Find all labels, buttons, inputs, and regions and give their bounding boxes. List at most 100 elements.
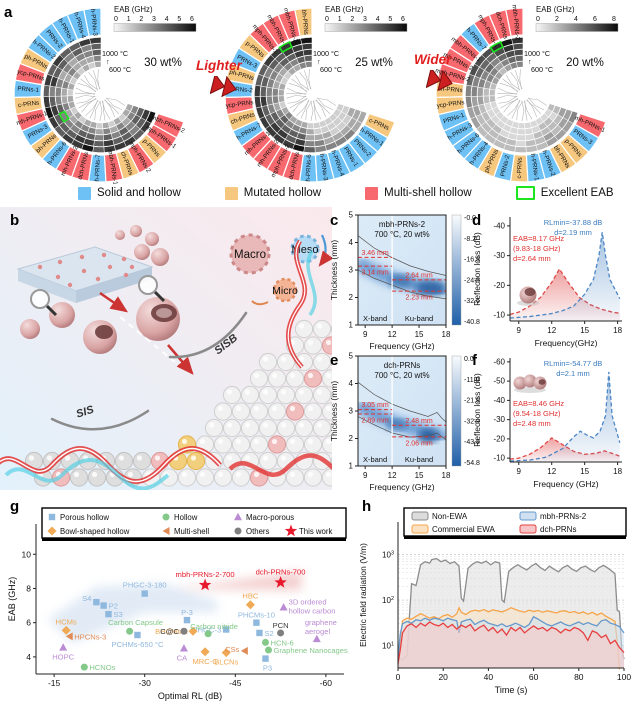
svg-text:15: 15	[415, 330, 424, 339]
magnifier-icon	[30, 289, 50, 309]
svg-text:bh-PRNs: bh-PRNs	[300, 10, 309, 36]
svg-text:-21.9: -21.9	[464, 398, 480, 405]
svg-text:d=2.19 mm: d=2.19 mm	[554, 228, 592, 237]
svg-text:PHGC-3-180: PHGC-3-180	[123, 581, 167, 590]
svg-text:(9.83-18 GHz): (9.83-18 GHz)	[513, 244, 561, 253]
rl-heatmap-svg: 3.05 mm 2.89 mm 2.48 mm 2.06 mm dch-PRNs700 …	[329, 352, 480, 493]
svg-text:C@C: C@C	[160, 627, 179, 636]
polar-chart-20wt: mbh-PRNs-2 dch-PRNs mph-PRNs-1 h-PRNs-7 mbh-…	[422, 0, 633, 184]
svg-text:h-PRNs-7: h-PRNs-7	[94, 154, 102, 182]
svg-text:ch-PRNs: ch-PRNs	[438, 85, 463, 94]
svg-text:3.14 mm: 3.14 mm	[361, 270, 388, 277]
svg-text:c-PRNs: c-PRNs	[18, 100, 40, 110]
svg-text:0: 0	[536, 16, 540, 23]
svg-text:0.0: 0.0	[464, 356, 474, 363]
svg-text:4: 4	[376, 16, 380, 23]
svg-text:EAB (GHz): EAB (GHz)	[536, 5, 575, 14]
svg-text:S3: S3	[113, 610, 122, 619]
panel-label-b: b	[10, 212, 20, 229]
svg-text:6: 6	[190, 16, 194, 23]
svg-text:d=2.64 mm: d=2.64 mm	[513, 254, 551, 263]
svg-text:Macro-porous: Macro-porous	[246, 513, 294, 522]
svg-text:mbh-PRNs-2: mbh-PRNs-2	[540, 512, 587, 521]
rl-heatmap-svg: 3.46 mm 3.14 mm 2.64 mm 2.23 mm mbh-PRNs-270…	[329, 211, 480, 352]
svg-text:-10: -10	[493, 311, 505, 320]
svg-text:mbh-PRNs-2-700: mbh-PRNs-2-700	[176, 570, 235, 579]
svg-text:Reflection loss (dB): Reflection loss (dB)	[472, 373, 482, 447]
svg-text:↑: ↑	[317, 57, 321, 66]
svg-text:hollow carbon: hollow carbon	[289, 606, 336, 615]
svg-text:-40: -40	[493, 396, 505, 405]
orange-swatch-icon	[224, 186, 238, 200]
svg-text:mbh-PRNs-2: mbh-PRNs-2	[379, 220, 426, 229]
svg-text:12: 12	[388, 471, 397, 480]
svg-text:3.46 mm: 3.46 mm	[361, 250, 388, 257]
svg-text:-10: -10	[493, 454, 505, 463]
polar-heat-svg: h-PRNs-3h-PRNs-4h-PRNs-1PRNs-2h-PRNs-2ph…	[13, 5, 197, 184]
svg-text:Graphene Nanocages: Graphene Nanocages	[274, 646, 349, 655]
svg-text:ycp-PRNs: ycp-PRNs	[436, 99, 465, 110]
svg-text:Carbon Capsule: Carbon Capsule	[108, 618, 163, 627]
svg-text:BHCMs-2: BHCMs-2	[155, 627, 188, 636]
svg-text:P-3: P-3	[181, 608, 193, 617]
svg-text:-60: -60	[493, 357, 505, 366]
svg-text:Micro: Micro	[272, 285, 298, 297]
legend-item-excellent-eab: Excellent EAB	[515, 186, 614, 200]
svg-text:c-PRNs: c-PRNs	[516, 157, 524, 179]
svg-text:20: 20	[438, 672, 448, 682]
svg-text:Macro: Macro	[234, 249, 266, 261]
svg-text:-30: -30	[139, 678, 152, 688]
polar-chart-25wt: bh-PRNs mbh-PRNs-2 mbh-PRNs-1 mph-PRNs-1 p-P…	[211, 0, 422, 184]
svg-text:5: 5	[177, 16, 181, 23]
svg-text:This work: This work	[299, 527, 332, 536]
svg-text:Commercial EWA: Commercial EWA	[432, 525, 495, 534]
svg-text:8: 8	[612, 16, 616, 23]
svg-text:9: 9	[363, 471, 368, 480]
svg-text:Frequency (GHz): Frequency (GHz)	[369, 482, 434, 492]
mechanism-illustration: SISB SIS Macro Meso Micro	[0, 207, 332, 490]
svg-text:1000 °C: 1000 °C	[313, 49, 339, 58]
svg-text:1000 °C: 1000 °C	[524, 49, 550, 58]
svg-text:-45: -45	[229, 678, 242, 688]
svg-text:EAB=8.17 GHz: EAB=8.17 GHz	[513, 234, 564, 243]
svg-text:4: 4	[574, 16, 578, 23]
svg-text:Non-EWA: Non-EWA	[432, 512, 468, 521]
svg-text:-40.8: -40.8	[464, 319, 480, 326]
svg-text:mbh-PRNs-2: mbh-PRNs-2	[510, 4, 521, 41]
svg-text:-50: -50	[493, 377, 505, 386]
svg-text:RLmin=-54.77 dB: RLmin=-54.77 dB	[544, 359, 603, 368]
svg-text:Thickness (mm): Thickness (mm)	[329, 381, 339, 442]
legend-item-mutated-hollow: Mutated hollow	[224, 186, 321, 200]
micro-pore-icon	[272, 277, 298, 303]
svg-text:102: 102	[382, 596, 394, 605]
svg-text:Ku-band: Ku-band	[405, 314, 433, 323]
svg-text:CA: CA	[177, 653, 188, 662]
timeseries-svg: 101 102 103 0 20 40 60 80 100 Time (s) Electric fi…	[358, 507, 631, 695]
svg-text:↑: ↑	[106, 57, 110, 66]
svg-text:15: 15	[580, 326, 589, 335]
svg-text:2: 2	[555, 16, 559, 23]
svg-text:700 °C, 20 wt%: 700 °C, 20 wt%	[374, 230, 429, 239]
svg-text:HCMs: HCMs	[56, 617, 77, 626]
rl-curves-mbh-prns2: 9 12 15 18 -40 -30 -20 -10 Frequency(GHz) Reflect…	[470, 207, 633, 353]
svg-text:6: 6	[401, 16, 405, 23]
svg-text:101: 101	[382, 642, 394, 651]
excellent-eab-marker	[489, 40, 504, 54]
svg-text:0: 0	[114, 16, 118, 23]
svg-text:Optimal RL (dB): Optimal RL (dB)	[158, 691, 222, 701]
svg-text:5: 5	[349, 352, 354, 361]
polar-heat-svg: mbh-PRNs-2dch-PRNsmph-PRNs-1h-PRNs-7mbh-…	[435, 4, 619, 183]
svg-text:5: 5	[388, 16, 392, 23]
svg-text:PCHMs-650 °C: PCHMs-650 °C	[111, 640, 164, 649]
svg-text:d=2.48 mm: d=2.48 mm	[513, 419, 551, 428]
excellent-eab-marker	[278, 40, 293, 54]
svg-text:graphene: graphene	[305, 618, 337, 627]
svg-text:HBC: HBC	[242, 592, 259, 601]
svg-text:3: 3	[363, 16, 367, 23]
rl-curves-dch-prns: 9 12 15 18 -60 -50 -40 -30 -20 -10 Frequency (GHz)…	[470, 348, 633, 494]
svg-text:dch-PRNs: dch-PRNs	[540, 525, 576, 534]
svg-text:600 °C: 600 °C	[531, 65, 553, 74]
svg-text:2: 2	[349, 434, 354, 443]
svg-text:X-band: X-band	[363, 314, 387, 323]
svg-text:Frequency (GHz): Frequency (GHz)	[533, 479, 598, 489]
